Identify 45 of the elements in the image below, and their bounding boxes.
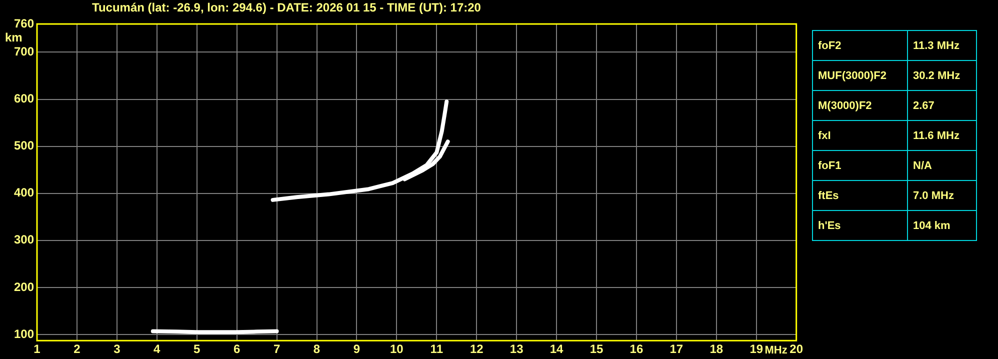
x-tick-label: 18 — [710, 342, 724, 356]
text: ftEs — [812, 180, 908, 210]
x-tick-label: 11 — [430, 342, 444, 356]
text: h'Es — [812, 210, 908, 240]
chart-title: Tucumán (lat: -26.9, lon: 294.6) - DATE: 2026 01 15 - TIME (UT): 17:20 — [92, 0, 482, 14]
x-tick-label: 7 — [273, 342, 280, 356]
text: foF1 — [812, 150, 908, 180]
y-tick-label: 300 — [14, 232, 34, 247]
x-tick-label: 14 — [550, 342, 564, 356]
text: MUF(3000)F2 — [812, 60, 908, 90]
y-tick-label: 500 — [14, 138, 34, 153]
text: 11.6 MHz — [908, 120, 976, 150]
x-tick-label: 13 — [510, 342, 524, 356]
y-tick-label: 700 — [14, 44, 34, 59]
y-tick-label: 600 — [14, 92, 34, 106]
y-tick-label: 400 — [14, 186, 34, 200]
text: N/A — [908, 150, 976, 180]
text: 11.3 MHz — [908, 30, 976, 60]
y-axis-title: km — [5, 30, 22, 44]
text: 104 km — [908, 210, 976, 240]
text: 30.2 MHz — [908, 60, 976, 90]
x-tick-label: 3 — [114, 342, 121, 356]
x-tick-label: 20 — [790, 342, 804, 356]
x-tick-label: 2 — [74, 342, 81, 356]
x-tick-label: 4 — [154, 342, 161, 356]
x-tick-label: 16 — [630, 342, 644, 356]
x-axis-title: MHz — [764, 344, 788, 357]
y-tick-label: 760 — [14, 16, 34, 30]
y-tick-label: 200 — [14, 280, 34, 294]
text: 2.67 — [908, 90, 976, 120]
x-tick-label: 12 — [470, 342, 484, 356]
x-tick-label: 9 — [353, 342, 360, 356]
x-tick-label: 1 — [34, 342, 41, 356]
text: 7.0 MHz — [908, 180, 976, 210]
x-tick-label: 19 — [750, 342, 764, 356]
x-tick-label: 15 — [590, 342, 604, 356]
y-tick-label: 100 — [14, 326, 34, 341]
x-tick-label: 6 — [233, 342, 240, 356]
x-tick-label: 10 — [390, 342, 404, 356]
x-tick-label: 5 — [194, 342, 201, 356]
x-tick-label: 8 — [313, 342, 320, 356]
x-tick-label: 17 — [670, 342, 684, 356]
text: fxI — [812, 120, 908, 150]
text: foF2 — [812, 30, 908, 60]
text: M(3000)F2 — [812, 90, 908, 120]
